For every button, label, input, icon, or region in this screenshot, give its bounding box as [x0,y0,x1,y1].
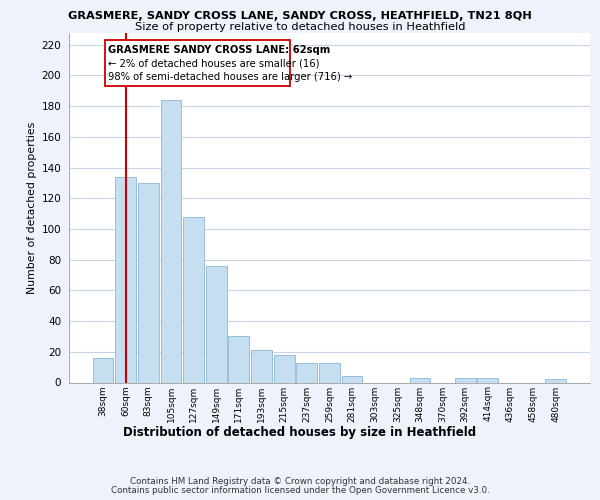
Y-axis label: Number of detached properties: Number of detached properties [28,122,37,294]
Text: ← 2% of detached houses are smaller (16): ← 2% of detached houses are smaller (16) [108,58,320,68]
Text: Size of property relative to detached houses in Heathfield: Size of property relative to detached ho… [135,22,465,32]
Bar [545,380,566,382]
Bar [115,177,136,382]
Bar [92,358,113,382]
Bar [138,183,159,382]
FancyBboxPatch shape [105,40,290,86]
Text: Contains public sector information licensed under the Open Government Licence v3: Contains public sector information licen… [110,486,490,495]
Text: 98% of semi-detached houses are larger (716) →: 98% of semi-detached houses are larger (… [108,72,353,83]
Bar [319,362,340,382]
Bar [296,362,317,382]
Bar [229,336,249,382]
Bar [478,378,498,382]
Bar [455,378,476,382]
Text: GRASMERE, SANDY CROSS LANE, SANDY CROSS, HEATHFIELD, TN21 8QH: GRASMERE, SANDY CROSS LANE, SANDY CROSS,… [68,11,532,21]
Bar [161,100,181,382]
Text: Distribution of detached houses by size in Heathfield: Distribution of detached houses by size … [124,426,476,439]
Text: GRASMERE SANDY CROSS LANE: 62sqm: GRASMERE SANDY CROSS LANE: 62sqm [108,45,331,55]
Bar [274,355,295,382]
Text: Contains HM Land Registry data © Crown copyright and database right 2024.: Contains HM Land Registry data © Crown c… [130,477,470,486]
Bar [183,216,204,382]
Bar [251,350,272,382]
Bar [341,376,362,382]
Bar [410,378,430,382]
Bar [206,266,227,382]
